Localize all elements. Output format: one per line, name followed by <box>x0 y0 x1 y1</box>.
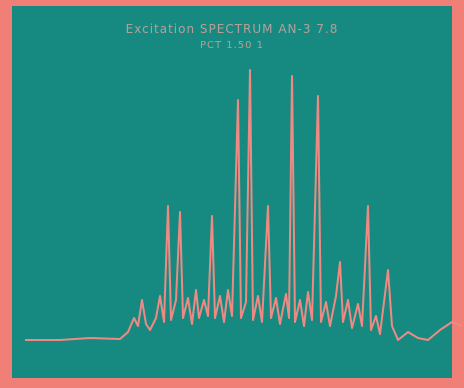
spectrum-plot <box>0 0 464 388</box>
screenshot: Excitation SPECTRUM AN-3 7.8 PCT 1.50 1 <box>0 0 464 388</box>
subtitle: PCT 1.50 1 <box>0 40 464 51</box>
spectrum-trace <box>25 70 462 340</box>
title: Excitation SPECTRUM AN-3 7.8 <box>0 22 464 36</box>
